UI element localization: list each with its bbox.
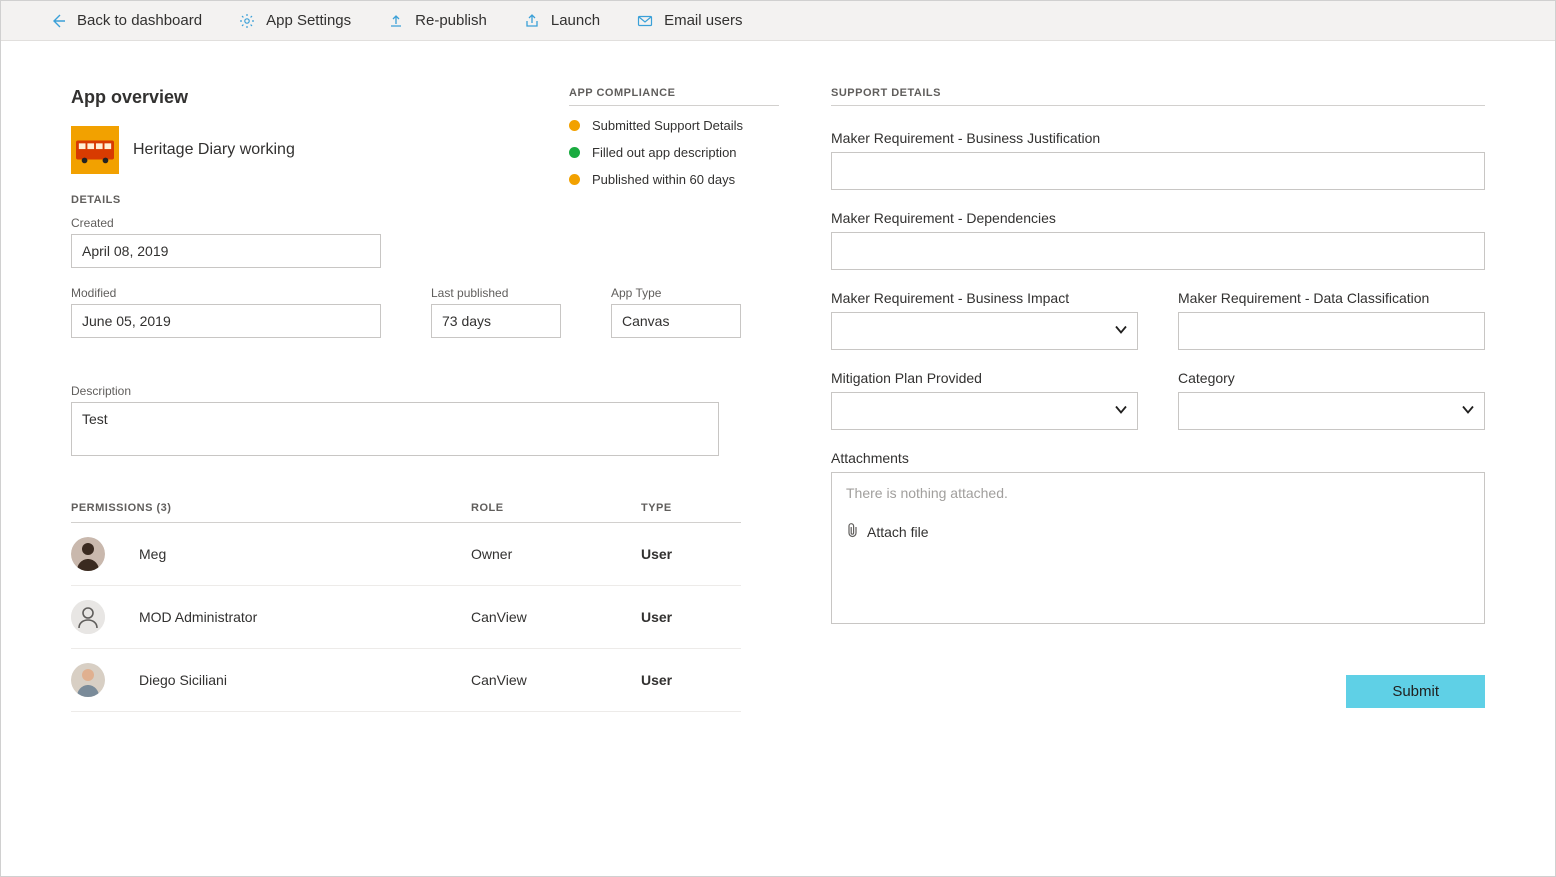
status-dot-icon (569, 120, 580, 131)
dependencies-label: Maker Requirement - Dependencies (831, 210, 1485, 226)
category-label: Category (1178, 370, 1485, 386)
data-class-label: Maker Requirement - Data Classification (1178, 290, 1485, 306)
avatar (71, 600, 105, 634)
attach-file-label: Attach file (867, 524, 928, 540)
app-icon (71, 126, 119, 174)
left-column: App overview Heritage Diary working APP … (71, 87, 741, 712)
permission-name: Meg (139, 546, 166, 562)
submit-button[interactable]: Submit (1346, 675, 1485, 708)
gear-icon (238, 12, 256, 30)
permission-row: MOD Administrator CanView User (71, 586, 741, 649)
mail-icon (636, 12, 654, 30)
permission-role: CanView (471, 609, 641, 625)
permission-row: Meg Owner User (71, 523, 741, 586)
content: App overview Heritage Diary working APP … (1, 41, 1555, 732)
arrow-left-icon (49, 12, 67, 30)
created-label: Created (71, 216, 741, 230)
compliance-panel: APP COMPLIANCE Submitted Support Details… (569, 87, 779, 199)
permission-role: CanView (471, 672, 641, 688)
description-value[interactable]: Test (71, 402, 719, 456)
paperclip-icon (846, 523, 859, 541)
last-published-label: Last published (431, 286, 561, 300)
avatar (71, 663, 105, 697)
app-type-label: App Type (611, 286, 741, 300)
republish-label: Re-publish (415, 12, 487, 29)
role-header: ROLE (471, 502, 641, 514)
compliance-item: Submitted Support Details (569, 118, 779, 133)
attach-file-button[interactable]: Attach file (846, 523, 1470, 541)
back-button[interactable]: Back to dashboard (49, 12, 202, 30)
app-settings-button[interactable]: App Settings (238, 12, 351, 30)
email-users-button[interactable]: Email users (636, 12, 742, 30)
biz-impact-label: Maker Requirement - Business Impact (831, 290, 1138, 306)
permission-type: User (641, 546, 741, 562)
permission-name: Diego Siciliani (139, 672, 227, 688)
permissions-section: PERMISSIONS (3) ROLE TYPE Meg Owner User (71, 502, 741, 712)
mitigation-label: Mitigation Plan Provided (831, 370, 1138, 386)
category-select[interactable] (1178, 392, 1485, 430)
toolbar: Back to dashboard App Settings Re-publis… (1, 1, 1555, 41)
status-dot-icon (569, 174, 580, 185)
permission-name: MOD Administrator (139, 609, 257, 625)
compliance-title: APP COMPLIANCE (569, 87, 779, 106)
avatar (71, 537, 105, 571)
biz-impact-select[interactable] (831, 312, 1138, 350)
type-header: TYPE (641, 502, 741, 514)
dependencies-input[interactable] (831, 232, 1485, 270)
share-icon (523, 12, 541, 30)
upload-icon (387, 12, 405, 30)
compliance-item: Filled out app description (569, 145, 779, 160)
permission-type: User (641, 672, 741, 688)
data-class-input[interactable] (1178, 312, 1485, 350)
email-label: Email users (664, 12, 742, 29)
description-label: Description (71, 384, 741, 398)
last-published-value: 73 days (431, 304, 561, 338)
permission-type: User (641, 609, 741, 625)
compliance-label: Filled out app description (592, 145, 737, 160)
created-value: April 08, 2019 (71, 234, 381, 268)
compliance-label: Submitted Support Details (592, 118, 743, 133)
app-type-value: Canvas (611, 304, 741, 338)
permission-role: Owner (471, 546, 641, 562)
biz-justification-label: Maker Requirement - Business Justificati… (831, 130, 1485, 146)
mitigation-select[interactable] (831, 392, 1138, 430)
republish-button[interactable]: Re-publish (387, 12, 487, 30)
compliance-label: Published within 60 days (592, 172, 735, 187)
modified-label: Modified (71, 286, 381, 300)
attachments-box: There is nothing attached. Attach file (831, 472, 1485, 624)
biz-justification-input[interactable] (831, 152, 1485, 190)
modified-value: June 05, 2019 (71, 304, 381, 338)
attachments-label: Attachments (831, 450, 1485, 466)
compliance-item: Published within 60 days (569, 172, 779, 187)
launch-button[interactable]: Launch (523, 12, 600, 30)
launch-label: Launch (551, 12, 600, 29)
status-dot-icon (569, 147, 580, 158)
right-column: SUPPORT DETAILS Maker Requirement - Busi… (831, 87, 1485, 712)
settings-label: App Settings (266, 12, 351, 29)
permissions-header: PERMISSIONS (3) (71, 502, 471, 514)
attachments-empty-text: There is nothing attached. (846, 485, 1470, 501)
app-name: Heritage Diary working (133, 141, 295, 159)
support-details-title: SUPPORT DETAILS (831, 87, 1485, 106)
back-label: Back to dashboard (77, 12, 202, 29)
permission-row: Diego Siciliani CanView User (71, 649, 741, 712)
